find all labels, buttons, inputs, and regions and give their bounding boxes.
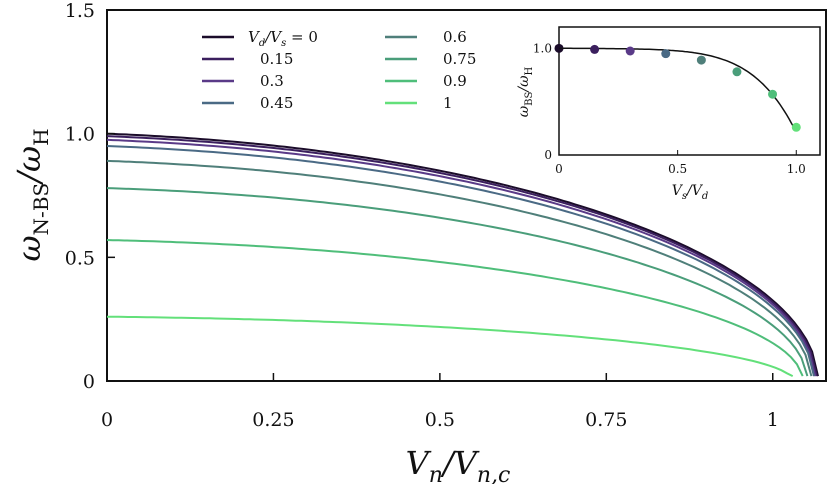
inset-x-axis-label: Vs/Vd <box>672 183 709 202</box>
x-axis-label: Vn/Vn,c <box>406 444 511 484</box>
inset-point <box>661 49 671 59</box>
curve-series-5 <box>106 187 809 377</box>
curve-series-0 <box>106 132 819 377</box>
legend: Vd/Vs = 00.15 0.3 0.45 0.6 0.75 0.9 1 <box>202 28 476 112</box>
y-tick-label: 1.0 <box>65 124 95 146</box>
inset-y-tick-label: 1.0 <box>533 41 552 55</box>
inset-y-axis-label: ωBS/ωH <box>516 66 535 117</box>
legend-label: 0.75 <box>443 50 476 68</box>
inset-point <box>791 122 801 132</box>
curve-series-6 <box>106 239 804 377</box>
inset-point <box>696 55 706 65</box>
curve-series-2 <box>106 138 817 377</box>
x-tick-label: 0.5 <box>425 409 455 431</box>
y-axis-label: ωN-BS/ωH <box>10 128 53 261</box>
x-tick-label: 0 <box>101 409 113 431</box>
main-axis-ticks: 0 0.25 0.5 0.75 1 0 0.5 1.0 1.5 <box>65 0 779 431</box>
inset-axis-ticks: 0 0.5 1.0 0 1.0 <box>533 41 806 176</box>
legend-label: 1 <box>443 94 453 112</box>
inset-points <box>554 43 801 132</box>
inset-frame <box>558 26 821 156</box>
inset-y-tick-label: 0 <box>544 148 552 162</box>
curve-series-4 <box>106 159 813 377</box>
y-tick-label: 0.5 <box>65 247 95 269</box>
plot-frame <box>106 9 827 382</box>
legend-label: 0.3 <box>260 72 284 90</box>
inset-point <box>625 46 635 56</box>
inset-point <box>590 44 600 54</box>
legend-label: 0.15 <box>260 50 293 68</box>
inset-x-tick-label: 0.5 <box>668 162 687 176</box>
inset-chart: 0 0.5 1.0 0 1.0 Vs/Vd ωBS/ωH <box>516 26 821 202</box>
curve-series-1 <box>106 135 818 377</box>
x-tick-label: 0.25 <box>252 409 294 431</box>
inset-point <box>768 89 778 99</box>
legend-label: Vd/Vs = 0 <box>248 28 318 49</box>
inset-x-tick-label: 0 <box>555 162 563 176</box>
y-tick-label: 1.5 <box>65 0 95 22</box>
legend-label: 0.9 <box>443 72 467 90</box>
y-tick-label: 0 <box>83 371 95 393</box>
inset-point <box>732 67 742 77</box>
curve-series-7 <box>106 315 794 377</box>
legend-label: 0.6 <box>443 28 467 46</box>
x-tick-label: 0.75 <box>585 409 627 431</box>
legend-label: 0.45 <box>260 94 293 112</box>
x-tick-label: 1 <box>767 409 779 431</box>
main-curves <box>106 132 819 377</box>
inset-x-tick-label: 1.0 <box>787 162 806 176</box>
curve-series-3 <box>106 145 815 377</box>
